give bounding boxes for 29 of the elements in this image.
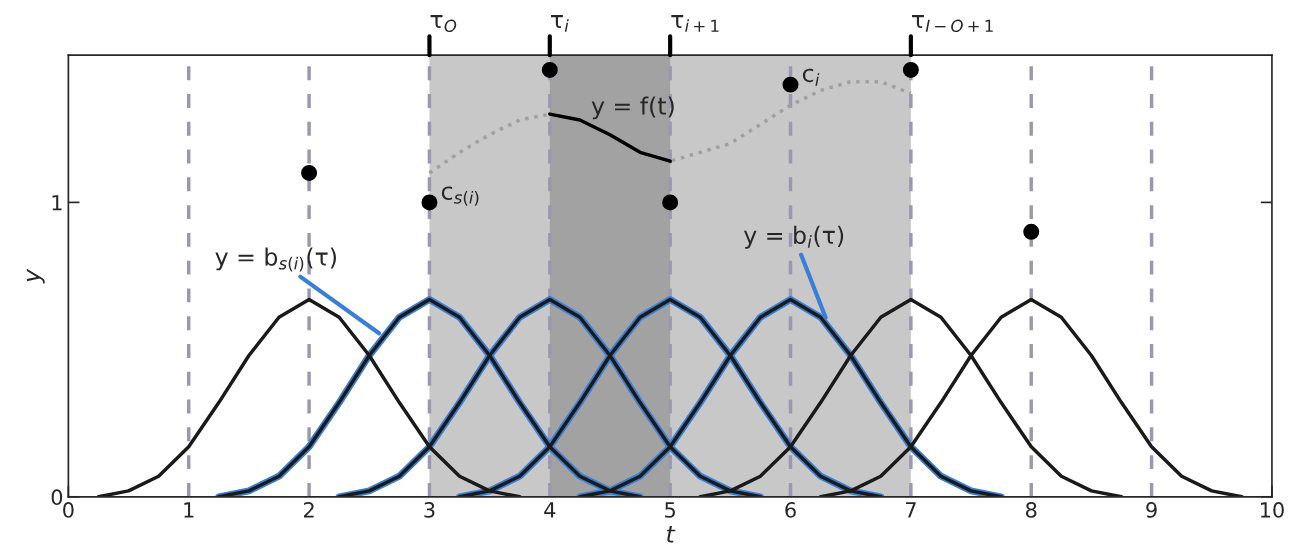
ref-line-label: τ$_{i}$ — [550, 15, 569, 32]
x-axis-title: t — [667, 525, 676, 543]
x-tick-label: 3 — [424, 502, 435, 518]
point — [301, 164, 318, 181]
point — [902, 61, 919, 78]
point — [662, 194, 679, 211]
ref-line-label: τ$_{I−O+1}$ — [912, 15, 993, 33]
x-tick-label: 5 — [665, 502, 675, 518]
x-tick-label: 6 — [785, 502, 796, 518]
ref-line-label: τ$_{O}$ — [430, 15, 457, 33]
annotation: c$_{s(i)}$ — [441, 186, 479, 206]
annotation: y = b$_{s(i)}$(τ) — [215, 247, 336, 272]
x-tick-label: 1 — [184, 502, 194, 518]
point — [782, 76, 799, 93]
annotation: y = b$_{i}$(τ) — [743, 225, 844, 249]
ref-line-label: τ$_{i+1}$ — [671, 15, 719, 32]
x-tick-label: 4 — [544, 502, 556, 518]
x-tick-label: 8 — [1026, 502, 1037, 518]
annotation: y = f(t) — [591, 96, 674, 120]
x-tick-label: 2 — [303, 502, 314, 518]
y-axis-title: y — [26, 268, 45, 284]
point — [541, 61, 558, 78]
x-tick-label: 10 — [1260, 502, 1284, 518]
x-tick-label: 7 — [905, 502, 916, 518]
point — [421, 194, 438, 211]
point — [1023, 223, 1040, 240]
x-tick-label: 0 — [63, 502, 74, 518]
annotation: c$_{i}$ — [802, 68, 820, 86]
x-tick-label: 9 — [1146, 502, 1157, 518]
